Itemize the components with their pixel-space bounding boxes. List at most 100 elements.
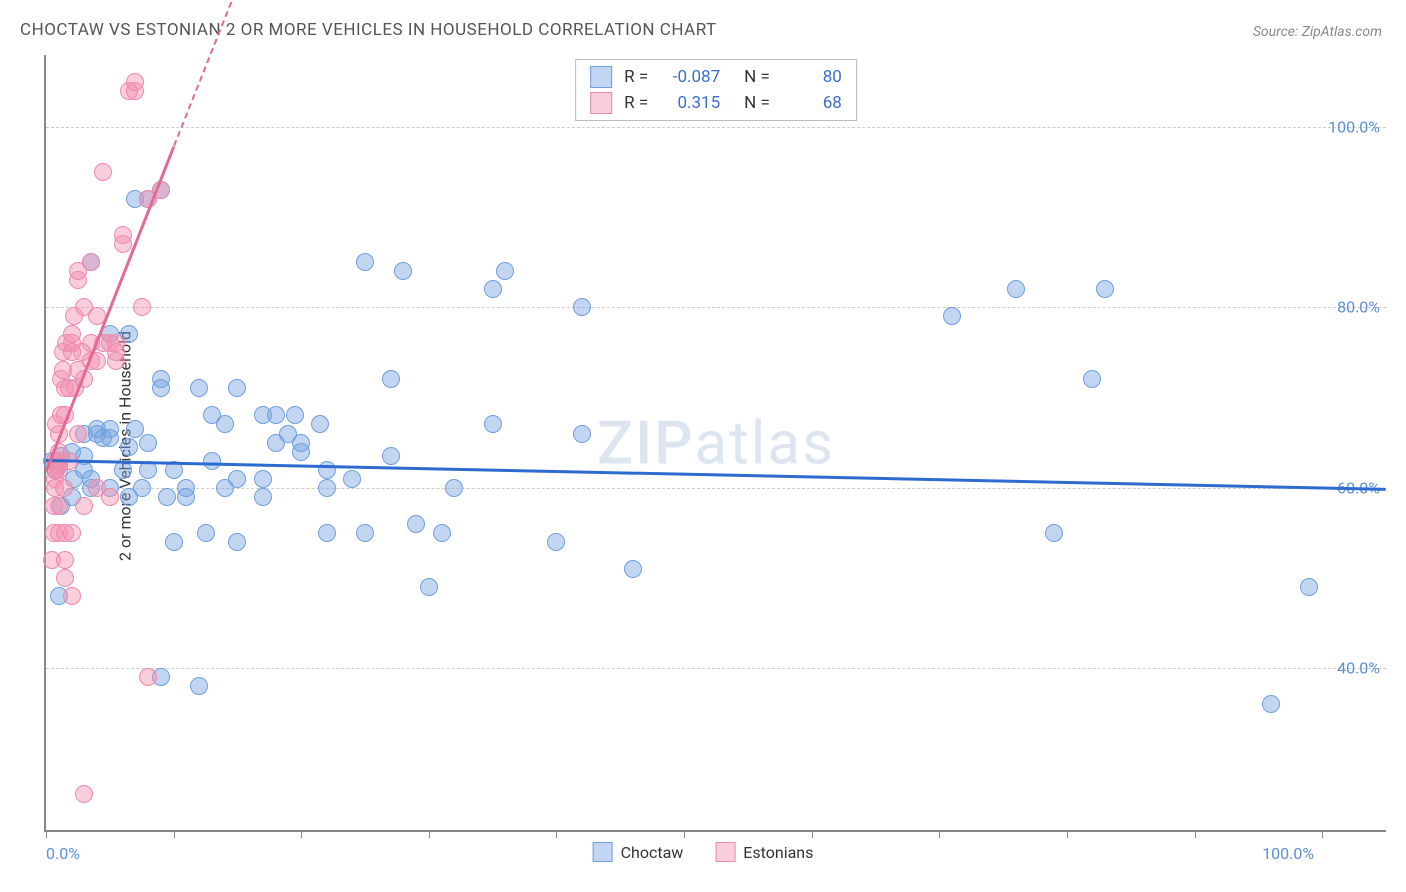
- r-value: -0.087: [660, 67, 720, 87]
- legend-row: R = -0.087 N = 80: [590, 64, 842, 90]
- r-value: 0.315: [660, 93, 720, 113]
- data-point: [101, 420, 119, 438]
- source-attribution: Source: ZipAtlas.com: [1253, 24, 1382, 40]
- data-point: [55, 479, 73, 497]
- data-point: [318, 461, 336, 479]
- data-point: [107, 334, 125, 352]
- correlation-legend: R = -0.087 N = 80 R = 0.315 N = 68: [575, 59, 857, 121]
- data-point: [573, 298, 591, 316]
- data-point: [1045, 524, 1063, 542]
- data-point: [139, 434, 157, 452]
- data-point: [1096, 280, 1114, 298]
- data-point: [1007, 280, 1025, 298]
- data-point: [152, 379, 170, 397]
- legend-row: R = 0.315 N = 68: [590, 90, 842, 116]
- gridline: [46, 127, 1386, 128]
- y-tick-label: 100.0%: [1328, 118, 1380, 137]
- scatter-chart: ZIPatlas R = -0.087 N = 80 R = 0.315 N = 68 40.…: [44, 55, 1386, 832]
- data-point: [1262, 695, 1280, 713]
- data-point: [63, 524, 81, 542]
- data-point: [943, 307, 961, 325]
- data-point: [382, 370, 400, 388]
- data-point: [420, 578, 438, 596]
- data-point: [63, 325, 81, 343]
- data-point: [343, 470, 361, 488]
- data-point: [624, 560, 642, 578]
- x-tick: [939, 830, 940, 838]
- gridline: [46, 307, 1386, 308]
- data-point: [292, 443, 310, 461]
- y-tick-label: 40.0%: [1337, 658, 1380, 677]
- data-point: [101, 488, 119, 506]
- data-point: [433, 524, 451, 542]
- r-label: R =: [624, 67, 648, 87]
- data-point: [318, 524, 336, 542]
- data-point: [177, 488, 195, 506]
- x-tick: [812, 830, 813, 838]
- data-point: [120, 438, 138, 456]
- n-value: 68: [782, 93, 842, 113]
- data-point: [50, 497, 68, 515]
- legend-swatch: [715, 842, 735, 862]
- data-point: [318, 479, 336, 497]
- data-point: [254, 488, 272, 506]
- data-point: [573, 425, 591, 443]
- data-point: [286, 406, 304, 424]
- data-point: [254, 470, 272, 488]
- data-point: [216, 415, 234, 433]
- x-tick-label: 100.0%: [1262, 844, 1314, 863]
- data-point: [158, 488, 176, 506]
- data-point: [56, 551, 74, 569]
- data-point: [1300, 578, 1318, 596]
- x-tick-label: 0.0%: [46, 844, 80, 863]
- data-point: [203, 452, 221, 470]
- data-point: [139, 668, 157, 686]
- data-point: [484, 280, 502, 298]
- y-tick-label: 80.0%: [1337, 298, 1380, 317]
- n-value: 80: [782, 67, 842, 87]
- legend-swatch: [593, 842, 613, 862]
- data-point: [126, 73, 144, 91]
- chart-title: CHOCTAW VS ESTONIAN 2 OR MORE VEHICLES I…: [20, 20, 717, 40]
- data-point: [228, 533, 246, 551]
- data-point: [63, 587, 81, 605]
- data-point: [445, 479, 463, 497]
- data-point: [69, 425, 87, 443]
- data-point: [133, 479, 151, 497]
- x-tick: [301, 830, 302, 838]
- data-point: [394, 262, 412, 280]
- data-point: [496, 262, 514, 280]
- data-point: [75, 497, 93, 515]
- legend-swatch: [590, 92, 612, 114]
- n-label: N =: [744, 93, 770, 113]
- data-point: [197, 524, 215, 542]
- gridline: [46, 488, 1386, 489]
- watermark: ZIPatlas: [597, 407, 835, 478]
- data-point: [382, 447, 400, 465]
- source-value: ZipAtlas.com: [1302, 24, 1382, 40]
- data-point: [56, 569, 74, 587]
- x-tick: [1322, 830, 1323, 838]
- x-tick: [684, 830, 685, 838]
- data-point: [94, 163, 112, 181]
- data-point: [228, 470, 246, 488]
- data-point: [228, 379, 246, 397]
- data-point: [356, 253, 374, 271]
- data-point: [547, 533, 565, 551]
- data-point: [356, 524, 374, 542]
- r-label: R =: [624, 93, 648, 113]
- data-point: [1083, 370, 1101, 388]
- x-tick: [1195, 830, 1196, 838]
- data-point: [165, 533, 183, 551]
- x-tick: [174, 830, 175, 838]
- x-tick: [556, 830, 557, 838]
- x-tick: [46, 830, 47, 838]
- n-label: N =: [744, 67, 770, 87]
- legend-label: Choctaw: [621, 843, 684, 862]
- data-point: [114, 226, 132, 244]
- x-tick: [429, 830, 430, 838]
- data-point: [133, 298, 151, 316]
- legend-item: Estonians: [715, 842, 813, 862]
- data-point: [267, 406, 285, 424]
- x-tick: [1067, 830, 1068, 838]
